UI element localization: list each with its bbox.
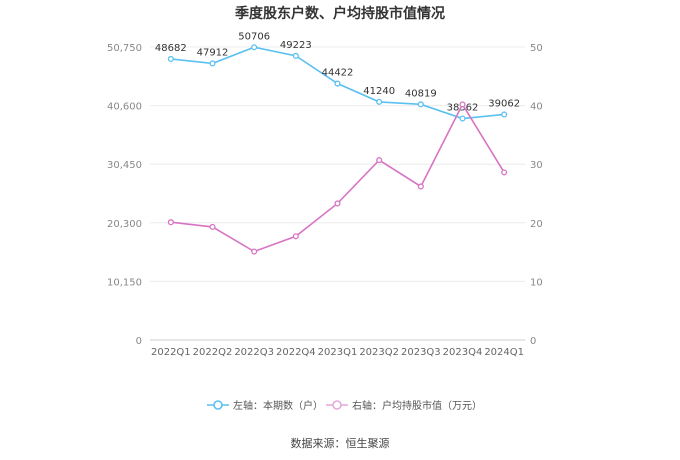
data-label: 41240 xyxy=(363,86,395,97)
right-axis: 0 10 20 30 40 50 xyxy=(530,43,543,347)
right-series-point xyxy=(334,200,341,207)
x-tick-label: 2022Q1 xyxy=(151,347,191,358)
left-tick-label: 40,600 xyxy=(107,102,142,113)
legend-left-marker xyxy=(213,400,223,410)
x-tick-label: 2023Q1 xyxy=(318,347,358,358)
chart-title: 季度股东户数、户均持股市值情况 xyxy=(234,5,445,22)
data-label: 47912 xyxy=(197,47,229,58)
data-label: 38362 xyxy=(447,103,479,114)
left-series-point xyxy=(417,101,424,108)
left-tick-label: 20,300 xyxy=(107,219,142,230)
left-series-point xyxy=(209,60,216,67)
right-tick-label: 50 xyxy=(530,43,543,54)
left-series-point xyxy=(167,55,174,62)
right-tick-label: 40 xyxy=(530,102,543,113)
right-series-line xyxy=(170,102,505,253)
data-label: 50706 xyxy=(238,31,270,42)
right-tick-label: 30 xyxy=(530,160,543,171)
right-series-point xyxy=(417,183,424,190)
data-label: 40819 xyxy=(405,88,437,99)
x-axis: 2022Q1 2022Q2 2022Q3 2022Q4 2023Q1 2023Q2 2023… xyxy=(151,347,524,358)
right-tick-label: 20 xyxy=(530,219,543,230)
left-series-point xyxy=(292,52,299,59)
x-tick-label: 2024Q1 xyxy=(484,347,524,358)
data-label: 39062 xyxy=(488,98,520,109)
x-tick-label: 2022Q3 xyxy=(234,347,274,358)
left-series-point xyxy=(501,111,508,118)
data-label: 48682 xyxy=(155,43,187,54)
x-tick-label: 2023Q4 xyxy=(443,347,483,358)
legend-right-marker xyxy=(332,400,342,410)
source-note: 数据来源：恒生聚源 xyxy=(291,436,390,450)
right-series-point xyxy=(209,223,216,230)
right-series-point xyxy=(501,169,508,176)
right-tick-label: 0 xyxy=(530,336,536,347)
x-tick-label: 2023Q3 xyxy=(401,347,441,358)
legend[interactable]: 左轴：本期数（户） 右轴：户均持股市值（万元） xyxy=(207,399,482,412)
left-tick-label: 50,750 xyxy=(107,43,142,54)
right-series-point xyxy=(292,233,299,240)
x-tick-label: 2022Q2 xyxy=(193,347,233,358)
right-tick-label: 10 xyxy=(530,277,543,288)
left-series-point xyxy=(334,80,341,87)
series-group: 48682 47912 50706 49223 44422 41240 40819 38362… xyxy=(155,31,520,255)
right-series-point xyxy=(376,157,383,164)
x-tick-label: 2022Q4 xyxy=(276,347,316,358)
left-tick-label: 0 xyxy=(136,336,142,347)
left-series-point xyxy=(459,115,466,122)
legend-left-label: 左轴：本期数（户） xyxy=(233,399,323,412)
right-series-point xyxy=(459,101,466,108)
left-series-point xyxy=(376,98,383,105)
left-tick-label: 30,450 xyxy=(107,160,142,171)
legend-right-label: 右轴：户均持股市值（万元） xyxy=(352,399,482,412)
left-tick-label: 10,150 xyxy=(107,277,142,288)
x-tick-label: 2023Q2 xyxy=(359,347,399,358)
left-series-point xyxy=(251,44,258,51)
data-label: 49223 xyxy=(280,40,312,51)
right-series-point xyxy=(251,248,258,255)
data-label: 44422 xyxy=(322,68,354,79)
right-series-point xyxy=(167,219,174,226)
left-axis: 0 10,150 20,300 30,450 40,600 50,750 xyxy=(107,43,142,347)
grid xyxy=(150,46,525,341)
